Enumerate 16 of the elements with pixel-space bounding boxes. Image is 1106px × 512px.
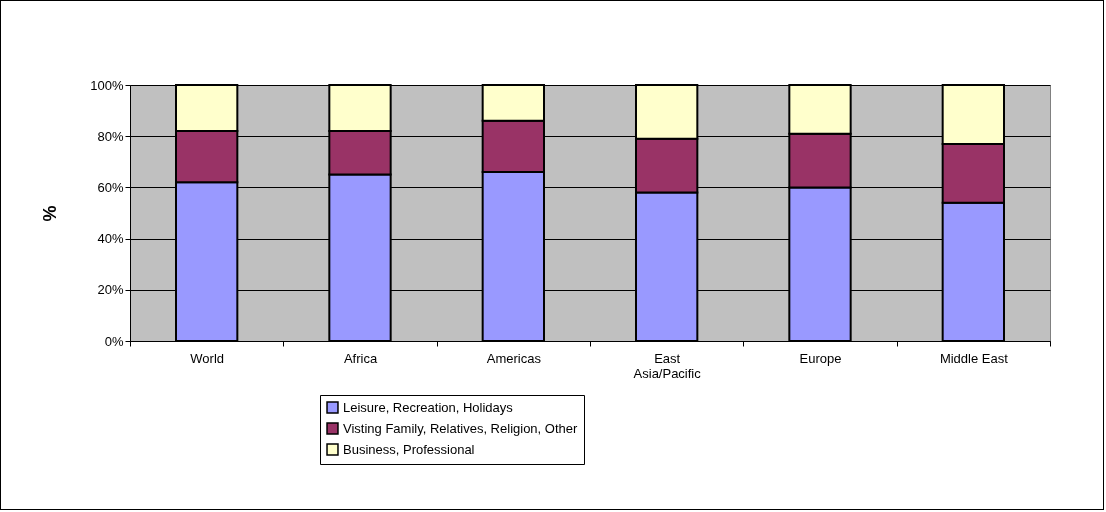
y-tick-label: 80%	[97, 128, 124, 144]
y-tick-label: 20%	[97, 282, 124, 298]
legend-label: Business, Professional	[343, 441, 475, 457]
y-tick-label: 40%	[97, 231, 124, 247]
y-tick-label: 100%	[90, 77, 124, 93]
legend-label: Visting Family, Relatives, Religion, Other	[343, 420, 578, 436]
legend-label: Leisure, Recreation, Holidays	[343, 399, 514, 415]
y-tick-label: 0%	[104, 333, 124, 349]
y-axis-title: %	[40, 205, 61, 222]
x-tick-label: Middle East	[939, 350, 1009, 366]
x-tick-label: Africa	[343, 350, 378, 366]
x-tick-label: World	[190, 350, 225, 366]
x-tick-label: Europe	[799, 350, 842, 366]
y-tick-label: 60%	[97, 179, 124, 195]
x-tick-label: East Asia/Pacific	[633, 350, 702, 381]
x-tick-label: Americas	[486, 350, 542, 366]
